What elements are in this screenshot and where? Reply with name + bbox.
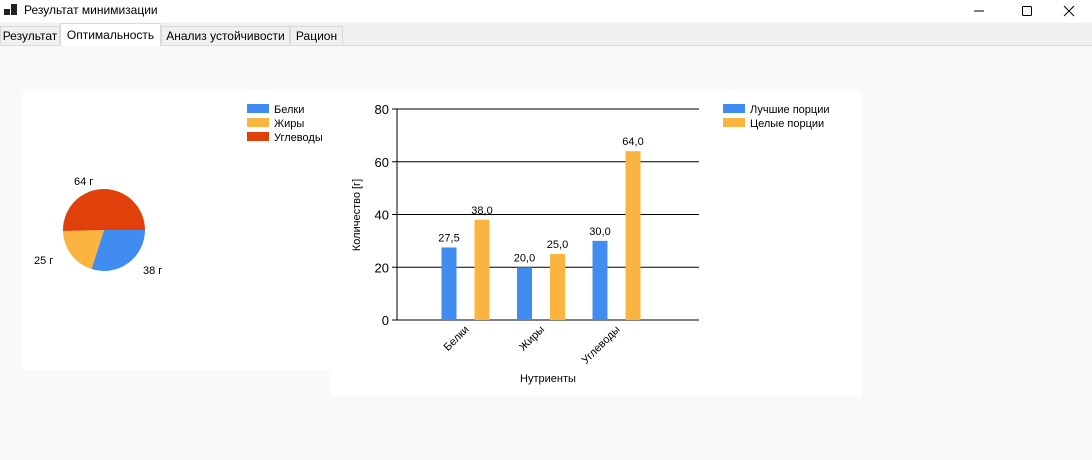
y-tick-label: 80 — [375, 102, 389, 117]
legend-label: Лучшие порции — [750, 104, 830, 116]
y-tick-label: 20 — [375, 260, 389, 275]
tab-optimality[interactable]: Оптимальность — [60, 23, 161, 46]
minimize-icon — [974, 10, 984, 12]
x-tick-label: Белки — [442, 324, 472, 354]
pie-slice — [91, 230, 145, 271]
legend-swatch — [247, 132, 269, 141]
bar-data-label: 38,0 — [471, 205, 492, 217]
close-icon — [1063, 5, 1075, 17]
maximize-button[interactable] — [1004, 0, 1050, 22]
legend-label: Белки — [274, 104, 304, 116]
bar-chart-panel: 0 20 40 60 80 27,5 38,0 Белки 20,0 25,0 Жиры 30,0 64… — [331, 91, 862, 396]
bar-data-label: 20,0 — [514, 252, 535, 264]
minimize-button[interactable] — [956, 0, 1002, 22]
x-axis-title: Нутриенты — [520, 373, 576, 385]
app-icon — [4, 4, 17, 15]
tab-strip: Результат Оптимальность Анализ устойчиво… — [0, 23, 1092, 46]
y-tick-label: 60 — [375, 155, 389, 170]
bar — [592, 240, 608, 320]
pie-chart-panel: 38 г 25 г 64 г Белки Жиры Углеводы — [22, 91, 331, 370]
tab-result[interactable]: Результат — [0, 26, 60, 44]
bar — [517, 267, 532, 320]
legend-swatch — [723, 118, 745, 127]
legend-swatch — [247, 104, 269, 113]
title-bar: Результат минимизации — [0, 0, 1092, 22]
bar-data-label: 64,0 — [622, 136, 643, 148]
bar-data-label: 25,0 — [547, 239, 568, 251]
bar-data-label: 30,0 — [589, 226, 610, 238]
close-button[interactable] — [1046, 0, 1092, 22]
tab-sensitivity-analysis[interactable]: Анализ устойчивости — [161, 26, 290, 44]
window-title: Результат минимизации — [24, 3, 158, 17]
bar — [474, 219, 490, 320]
pie-slice — [63, 230, 104, 270]
bar-chart: 0 20 40 60 80 27,5 38,0 Белки 20,0 25,0 Жиры 30,0 64… — [351, 102, 830, 385]
bar-data-label: 27,5 — [438, 232, 459, 244]
legend-label: Целые порции — [750, 118, 824, 130]
pie-slice — [63, 189, 145, 232]
legend-label: Жиры — [274, 118, 304, 130]
legend-swatch — [247, 118, 269, 127]
y-axis-title: Количество [г] — [351, 179, 363, 251]
y-tick-label: 40 — [375, 208, 389, 223]
bar — [625, 151, 641, 320]
pie-data-label: 38 г — [143, 265, 162, 277]
bar — [441, 247, 457, 320]
x-tick-label: Углеводы — [580, 324, 623, 367]
tab-ration[interactable]: Рацион — [290, 26, 343, 44]
pie-data-label: 64 г — [74, 176, 93, 188]
legend-label: Углеводы — [274, 132, 323, 144]
legend-swatch — [723, 104, 745, 113]
pie-data-label: 25 г — [34, 255, 53, 267]
maximize-icon — [1022, 6, 1032, 16]
pie-chart: 38 г 25 г 64 г Белки Жиры Углеводы — [34, 104, 323, 277]
y-tick-label: 0 — [382, 313, 389, 328]
bar — [550, 254, 565, 320]
x-tick-label: Жиры — [517, 324, 547, 354]
